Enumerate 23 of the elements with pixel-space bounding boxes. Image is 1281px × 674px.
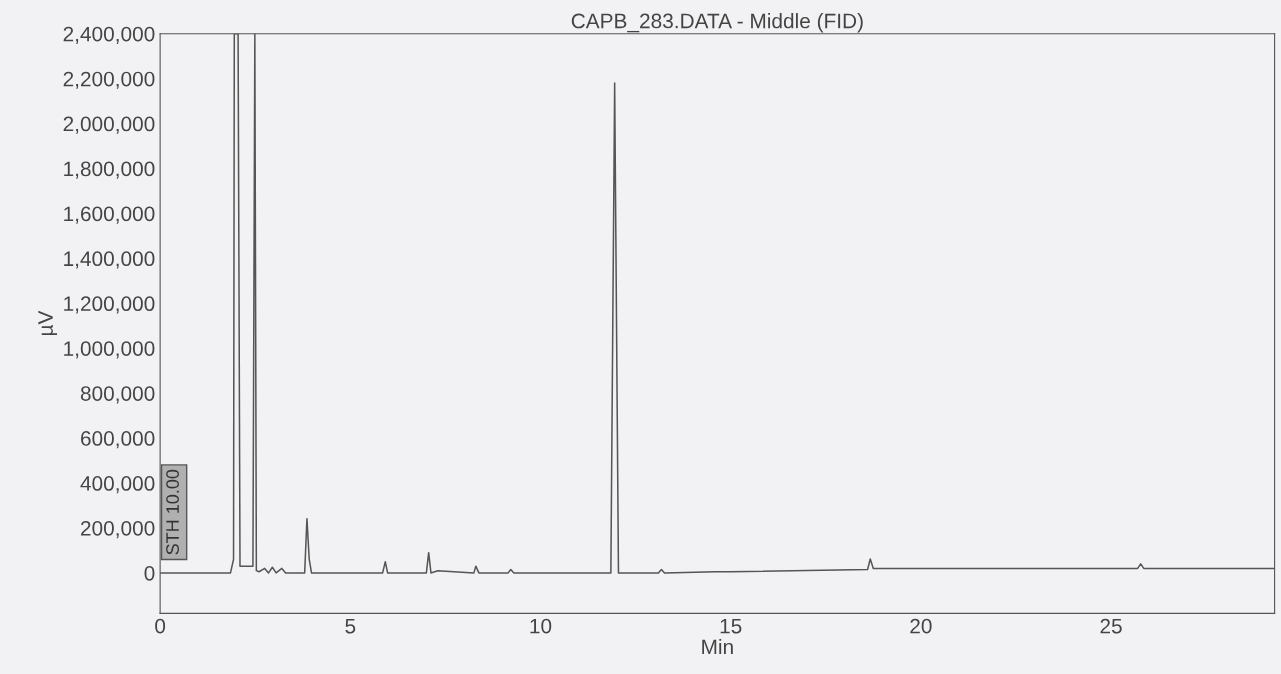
x-tick-label: 10 (530, 618, 552, 634)
x-axis-title: Min (702, 639, 733, 655)
y-tick-label: 2,000,000 (63, 116, 155, 134)
x-tick-label: 15 (720, 618, 742, 634)
y-tick-label: 1,000,000 (64, 341, 155, 359)
y-tick-label: 2,400,000 (63, 26, 155, 44)
chart-title: CAPB_283.DATA - Middle (FID) (571, 13, 863, 33)
y-tick-label: 1,800,000 (64, 161, 155, 179)
y-tick-label: 2,200,000 (63, 71, 155, 89)
x-tick-label: 5 (345, 618, 356, 634)
x-tick-label: 20 (910, 618, 932, 634)
x-tick-label: 25 (1100, 618, 1122, 634)
y-tick-label: 400,000 (80, 476, 155, 494)
y-tick-label: 200,000 (81, 520, 155, 539)
y-tick-label: 1,600,000 (64, 206, 155, 224)
annotation: STH 10.00 (166, 469, 179, 555)
y-tick-label: 0 (144, 565, 155, 581)
y-tick-label: 1,200,000 (64, 296, 155, 314)
y-tick-label: 600,000 (81, 431, 155, 449)
y-tick-label: 800,000 (80, 386, 155, 404)
y-tick-label: 1,400,000 (64, 251, 155, 269)
x-tick-label: 0 (155, 618, 166, 634)
y-axis-title: µV (38, 310, 58, 336)
